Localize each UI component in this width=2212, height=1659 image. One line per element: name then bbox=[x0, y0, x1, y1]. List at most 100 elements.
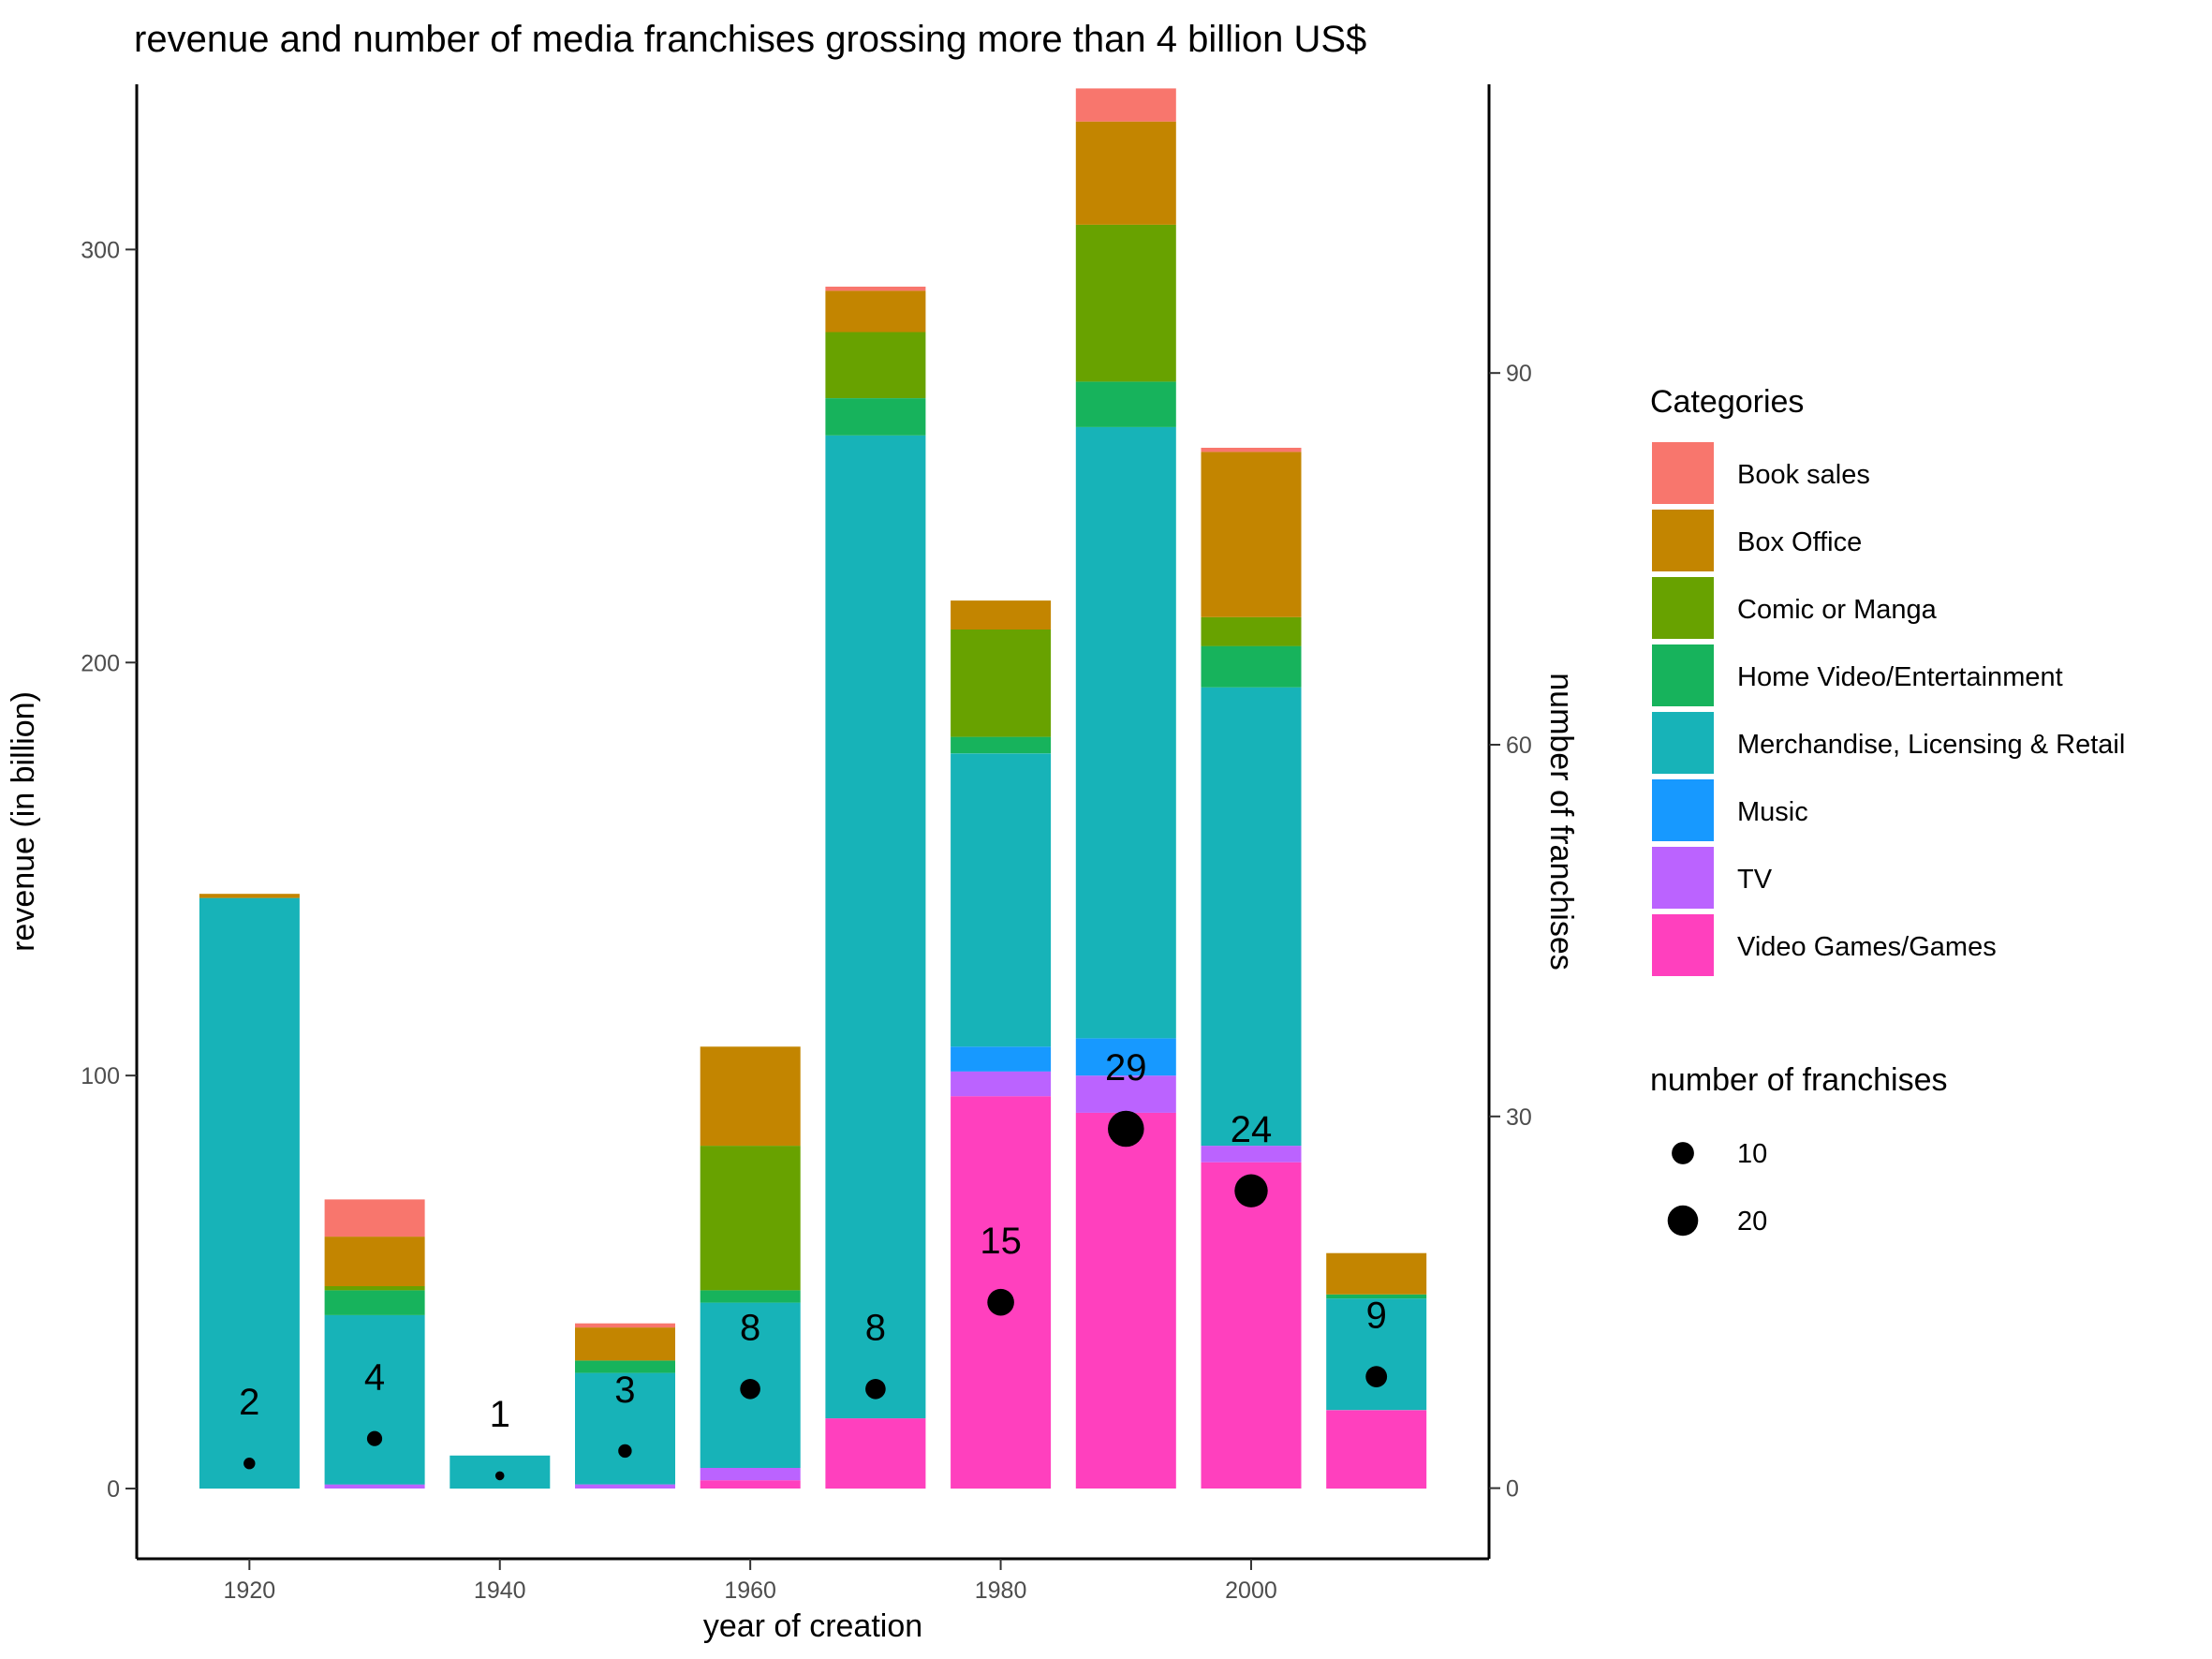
franchise-count-label-1920: 2 bbox=[239, 1382, 259, 1423]
franchise-point-1920 bbox=[243, 1458, 256, 1470]
franchise-point-1940 bbox=[494, 1471, 505, 1481]
y2-tick-label-30: 30 bbox=[1506, 1104, 1532, 1131]
franchise-count-label-1970: 8 bbox=[865, 1308, 886, 1349]
bar-1990-music bbox=[1075, 1038, 1176, 1076]
size-legend-title: number of franchises bbox=[1650, 1062, 1948, 1098]
bar-1950-home-video-entertainment bbox=[575, 1360, 675, 1373]
bar-1960-tv bbox=[700, 1468, 801, 1481]
bar-1990-tv bbox=[1075, 1075, 1176, 1113]
bar-1920-merchandise-licensing-retail bbox=[199, 897, 300, 1489]
legend-label-home-video-entertainment: Home Video/Entertainment bbox=[1737, 662, 2063, 692]
legend-label-video-games-games: Video Games/Games bbox=[1737, 932, 1997, 962]
bar-2000-comic-or-manga bbox=[1201, 616, 1302, 646]
bar-1980-box-office bbox=[951, 600, 1052, 630]
franchise-count-label-2000: 24 bbox=[1231, 1109, 1273, 1150]
bar-2000-book-sales bbox=[1201, 448, 1302, 452]
legend-label-tv: TV bbox=[1737, 865, 1773, 895]
legend-key-video-games-games bbox=[1652, 914, 1714, 976]
bar-1930-merchandise-licensing-retail bbox=[324, 1314, 425, 1485]
bar-1970-home-video-entertainment bbox=[825, 398, 926, 436]
bar-1950-book-sales bbox=[575, 1323, 675, 1328]
franchise-count-label-2010: 9 bbox=[1366, 1295, 1387, 1336]
legend-key-tv bbox=[1652, 847, 1714, 909]
bar-1980-tv bbox=[951, 1071, 1052, 1097]
bar-1930-home-video-entertainment bbox=[324, 1290, 425, 1315]
axes bbox=[135, 84, 1491, 1561]
franchise-count-label-1930: 4 bbox=[364, 1357, 385, 1399]
franchise-point-1930 bbox=[366, 1430, 383, 1446]
bar-1930-box-office bbox=[324, 1237, 425, 1286]
bar-1990-comic-or-manga bbox=[1075, 224, 1176, 382]
franchise-point-2010 bbox=[1365, 1366, 1388, 1387]
size-legend-key-10 bbox=[1672, 1142, 1694, 1164]
legend-key-merchandise-licensing-retail bbox=[1652, 712, 1714, 774]
bar-1950-merchandise-licensing-retail bbox=[575, 1372, 675, 1485]
bar-1970-merchandise-licensing-retail bbox=[825, 435, 926, 1419]
bar-1980-comic-or-manga bbox=[951, 630, 1052, 737]
x-tick-label-1920: 1920 bbox=[224, 1578, 276, 1604]
size-legend-key-20 bbox=[1667, 1205, 1699, 1237]
y-tick-label-100: 100 bbox=[81, 1063, 120, 1089]
franchise-count-label-1980: 15 bbox=[980, 1221, 1022, 1262]
bar-2010-merchandise-licensing-retail bbox=[1326, 1298, 1427, 1411]
x-tick-label-1960: 1960 bbox=[724, 1578, 776, 1604]
legend-key-comic-or-manga bbox=[1652, 577, 1714, 639]
bar-1990-merchandise-licensing-retail bbox=[1075, 426, 1176, 1039]
franchise-point-1990 bbox=[1108, 1110, 1144, 1148]
bar-2010-box-office bbox=[1326, 1252, 1427, 1295]
bar-1990-book-sales bbox=[1075, 88, 1176, 122]
bar-2000-tv bbox=[1201, 1146, 1302, 1163]
bar-1930-book-sales bbox=[324, 1199, 425, 1237]
bar-1960-box-office bbox=[700, 1046, 801, 1147]
bar-1990-home-video-entertainment bbox=[1075, 381, 1176, 427]
bar-2000-box-office bbox=[1201, 452, 1302, 617]
franchise-count-label-1990: 29 bbox=[1105, 1047, 1147, 1089]
legend: Categories Book sales Box Office Comic or M… bbox=[1650, 384, 2125, 1237]
bar-2010-video-games-games bbox=[1326, 1410, 1427, 1489]
franchise-point-2000 bbox=[1234, 1174, 1268, 1207]
legend-key-music bbox=[1652, 779, 1714, 841]
franchise-point-1980 bbox=[987, 1288, 1014, 1316]
size-legend-label-20: 20 bbox=[1737, 1207, 1767, 1237]
franchise-count-label-1940: 1 bbox=[490, 1394, 510, 1435]
y2-tick-label-0: 0 bbox=[1506, 1476, 1519, 1503]
franchise-count-label-1960: 8 bbox=[740, 1308, 760, 1349]
bar-1920-box-office bbox=[199, 894, 300, 898]
x-tick-label-1940: 1940 bbox=[474, 1578, 526, 1604]
y-tick-label-200: 200 bbox=[81, 650, 120, 676]
bar-1980-merchandise-licensing-retail bbox=[951, 753, 1052, 1047]
legend-label-book-sales: Book sales bbox=[1737, 460, 1870, 490]
bar-1990-box-office bbox=[1075, 121, 1176, 225]
legend-label-box-office: Box Office bbox=[1737, 527, 1862, 557]
legend-title: Categories bbox=[1650, 384, 1804, 420]
bar-1970-box-office bbox=[825, 290, 926, 333]
chart-title: revenue and number of media franchises g… bbox=[134, 19, 1366, 60]
legend-label-merchandise-licensing-retail: Merchandise, Licensing & Retail bbox=[1737, 730, 2125, 760]
bar-1930-comic-or-manga bbox=[324, 1286, 425, 1291]
y2-tick-label-60: 60 bbox=[1506, 733, 1532, 759]
legend-key-home-video-entertainment bbox=[1652, 644, 1714, 706]
ticks: 1920 1940 1960 1980 2000 0 100 200 300 0 30 60 90 bbox=[81, 237, 1532, 1604]
bar-1980-home-video-entertainment bbox=[951, 736, 1052, 754]
legend-label-music: Music bbox=[1737, 797, 1808, 827]
bar-1960-home-video-entertainment bbox=[700, 1290, 801, 1303]
x-tick-label-1980: 1980 bbox=[975, 1578, 1027, 1604]
bar-2000-home-video-entertainment bbox=[1201, 645, 1302, 688]
legend-label-comic-or-manga: Comic or Manga bbox=[1737, 595, 1938, 625]
y2-axis-title: number of franchises bbox=[1543, 673, 1579, 970]
bar-1950-box-office bbox=[575, 1327, 675, 1361]
bar-2010-home-video-entertainment bbox=[1326, 1294, 1427, 1299]
x-tick-label-2000: 2000 bbox=[1225, 1578, 1277, 1604]
franchise-count-label-1950: 3 bbox=[614, 1370, 635, 1411]
franchise-point-1970 bbox=[865, 1379, 886, 1400]
y2-tick-label-90: 90 bbox=[1506, 361, 1532, 387]
x-axis-title: year of creation bbox=[703, 1608, 922, 1644]
bar-1960-comic-or-manga bbox=[700, 1146, 801, 1291]
legend-key-box-office bbox=[1652, 510, 1714, 571]
bar-1970-comic-or-manga bbox=[825, 332, 926, 398]
bar-1960-video-games-games bbox=[700, 1480, 801, 1489]
bar-1950-tv bbox=[575, 1484, 675, 1489]
legend-key-book-sales bbox=[1652, 442, 1714, 504]
